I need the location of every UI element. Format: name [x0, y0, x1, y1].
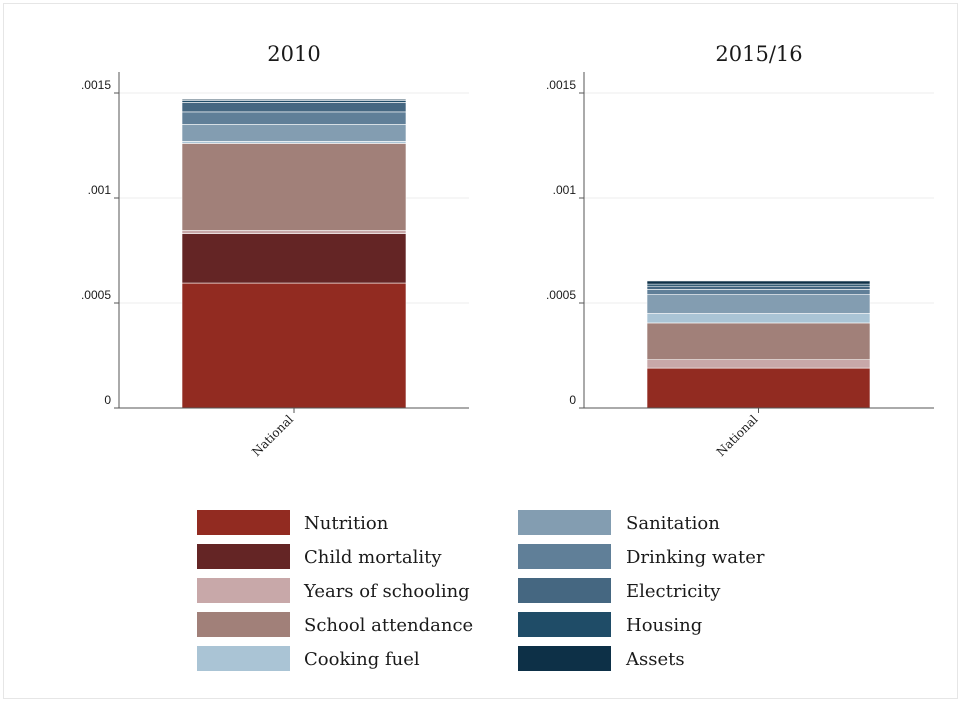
- bar-segment-sanitation: [181, 124, 407, 142]
- y-tick-label: .0015: [81, 78, 111, 92]
- legend-swatch: [518, 646, 611, 671]
- legend-swatch: [518, 578, 611, 603]
- legend-label: Housing: [626, 615, 702, 636]
- legend-label: School attendance: [304, 615, 473, 636]
- legend-swatch: [197, 578, 290, 603]
- x-category-label: National: [249, 412, 296, 459]
- bar-segment-child-mortality: [181, 233, 407, 284]
- legend-item-electricity: Electricity: [518, 578, 721, 603]
- legend-label: Cooking fuel: [304, 649, 420, 670]
- bar-segment-years-of-schooling: [181, 230, 407, 235]
- legend-item-nutrition: Nutrition: [197, 510, 389, 535]
- x-category-label: National: [714, 412, 761, 459]
- y-tick-label: 0: [569, 393, 576, 407]
- bar-segment-assets: [646, 280, 871, 285]
- legend-swatch: [518, 510, 611, 535]
- chart-panels: 2010 0 .0005 .001 .0015 National 2015/16 0 .0005…: [81, 42, 934, 459]
- legend-label: Assets: [625, 649, 685, 670]
- legend: Nutrition Child mortality Years of schooli…: [197, 510, 765, 671]
- bar-segment-housing: [646, 283, 871, 287]
- legend-label: Drinking water: [626, 547, 765, 568]
- panel-title: 2015/16: [715, 42, 802, 66]
- bar-segment-housing: [181, 100, 407, 103]
- bar-segment-electricity: [181, 102, 407, 113]
- bar-segment-assets: [181, 99, 407, 101]
- bar-segment-nutrition: [181, 282, 407, 409]
- legend-swatch: [197, 510, 290, 535]
- bar-segment-school-attendance: [646, 322, 871, 361]
- bar-segment-drinking-water: [181, 111, 407, 125]
- legend-swatch: [518, 544, 611, 569]
- panel-1: 2015/16 0 .0005 .001 .0015 National: [546, 42, 934, 459]
- legend-item-cooking-fuel: Cooking fuel: [197, 646, 420, 671]
- stacked-bar-chart: 2010 0 .0005 .001 .0015 National 2015/16 0 .0005…: [81, 42, 934, 671]
- panel-0: 2010 0 .0005 .001 .0015 National: [81, 42, 469, 459]
- bar-segment-school-attendance: [181, 143, 407, 231]
- legend-swatch: [197, 612, 290, 637]
- legend-item-housing: Housing: [518, 612, 702, 637]
- chart-frame: 2010 0 .0005 .001 .0015 National 2015/16 0 .0005…: [3, 3, 958, 699]
- bar-segment-drinking-water: [646, 289, 871, 295]
- legend-item-child-mortality: Child mortality: [197, 544, 442, 569]
- legend-swatch: [197, 544, 290, 569]
- panel-title: 2010: [267, 42, 320, 66]
- bar-segment-electricity: [646, 285, 871, 290]
- legend-item-school-attendance: School attendance: [197, 612, 473, 637]
- legend-swatch: [518, 612, 611, 637]
- bar-segment-sanitation: [646, 294, 871, 314]
- y-tick-label: 0: [104, 393, 111, 407]
- bar-segment-cooking-fuel: [181, 141, 407, 144]
- legend-item-drinking-water: Drinking water: [518, 544, 765, 569]
- legend-item-assets: Assets: [518, 646, 685, 671]
- legend-label: Sanitation: [626, 513, 720, 534]
- legend-label: Nutrition: [304, 513, 389, 534]
- legend-item-years-of-schooling: Years of schooling: [197, 578, 470, 603]
- legend-label: Electricity: [626, 581, 721, 602]
- bar-segment-nutrition: [646, 367, 871, 409]
- bar-segment-years-of-schooling: [646, 359, 871, 369]
- y-tick-label: .001: [553, 183, 577, 197]
- y-tick-label: .001: [88, 183, 112, 197]
- y-tick-label: .0005: [81, 288, 111, 302]
- y-tick-label: .0015: [546, 78, 576, 92]
- legend-swatch: [197, 646, 290, 671]
- legend-item-sanitation: Sanitation: [518, 510, 720, 535]
- bar-segment-cooking-fuel: [646, 313, 871, 324]
- legend-label: Years of schooling: [303, 581, 470, 602]
- y-tick-label: .0005: [546, 288, 576, 302]
- legend-label: Child mortality: [304, 547, 442, 568]
